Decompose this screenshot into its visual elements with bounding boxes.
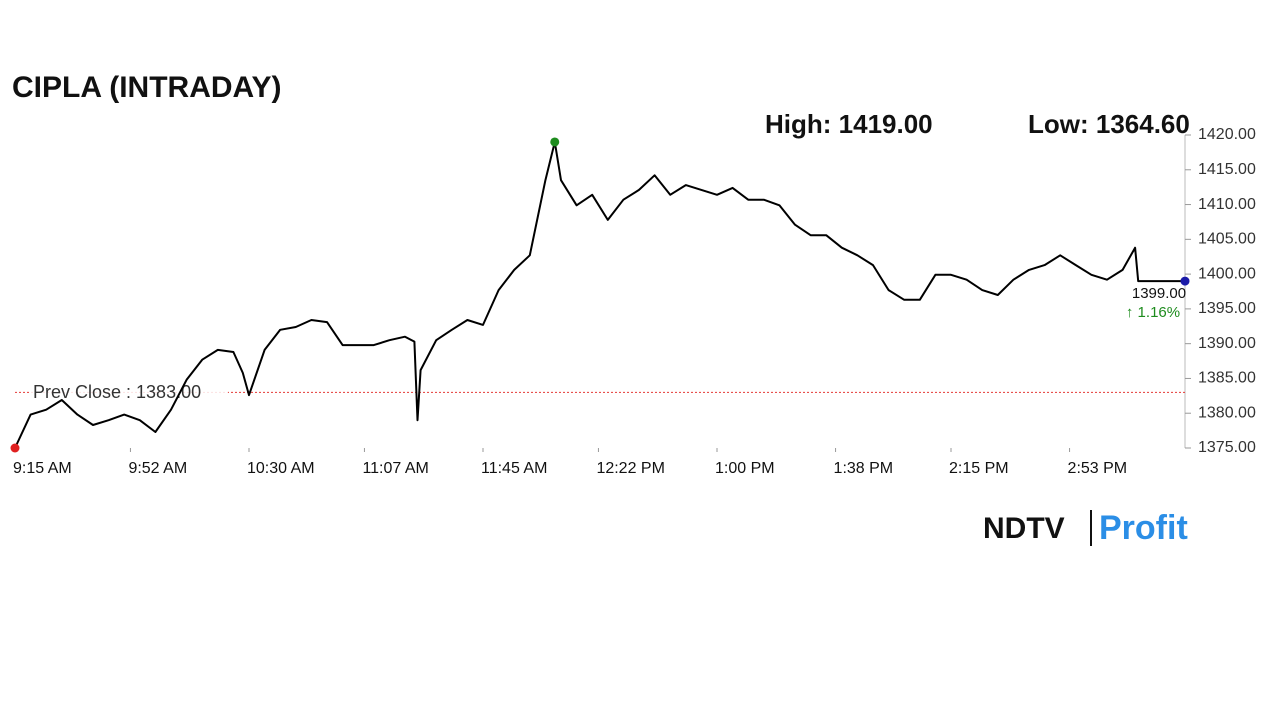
x-tick-label: 9:15 AM (13, 460, 72, 477)
start-dot (10, 443, 20, 453)
y-tick-label: 1390.00 (1198, 335, 1256, 352)
high-label: High: 1419.00 (765, 109, 933, 139)
x-tick-label: 10:30 AM (247, 460, 315, 477)
high-dot (550, 137, 560, 147)
low-label: Low: 1364.60 (1028, 109, 1190, 139)
price-line (14, 141, 1185, 449)
prev-close-label: Prev Close : 1383.00 (33, 382, 201, 402)
y-tick-label: 1380.00 (1198, 404, 1256, 421)
x-tick-label: 2:53 PM (1068, 460, 1128, 477)
last-dot (1180, 276, 1190, 286)
x-tick-label: 12:22 PM (596, 460, 664, 477)
logo-product: Profit (1099, 509, 1188, 547)
y-tick-label: 1415.00 (1198, 161, 1256, 178)
x-tick-label: 2:15 PM (949, 460, 1009, 477)
y-tick-label: 1410.00 (1198, 196, 1256, 213)
y-tick-label: 1395.00 (1198, 300, 1256, 317)
y-tick-label: 1385.00 (1198, 370, 1256, 387)
x-tick-label: 11:07 AM (362, 460, 428, 477)
x-tick-label: 9:52 AM (128, 460, 187, 477)
last-price-label: 1399.00 (1132, 285, 1186, 302)
x-tick-label: 1:00 PM (715, 460, 775, 477)
y-tick-label: 1405.00 (1198, 231, 1256, 248)
x-tick-label: 11:45 AM (481, 460, 547, 477)
y-tick-label: 1375.00 (1198, 439, 1256, 456)
x-tick-label: 1:38 PM (834, 460, 894, 477)
change-label: ↑ 1.16% (1126, 304, 1180, 321)
logo-brand: NDTV (983, 512, 1065, 545)
y-tick-label: 1420.00 (1198, 126, 1256, 143)
chart-title: CIPLA (INTRADAY) (12, 71, 281, 104)
y-tick-label: 1400.00 (1198, 265, 1256, 282)
